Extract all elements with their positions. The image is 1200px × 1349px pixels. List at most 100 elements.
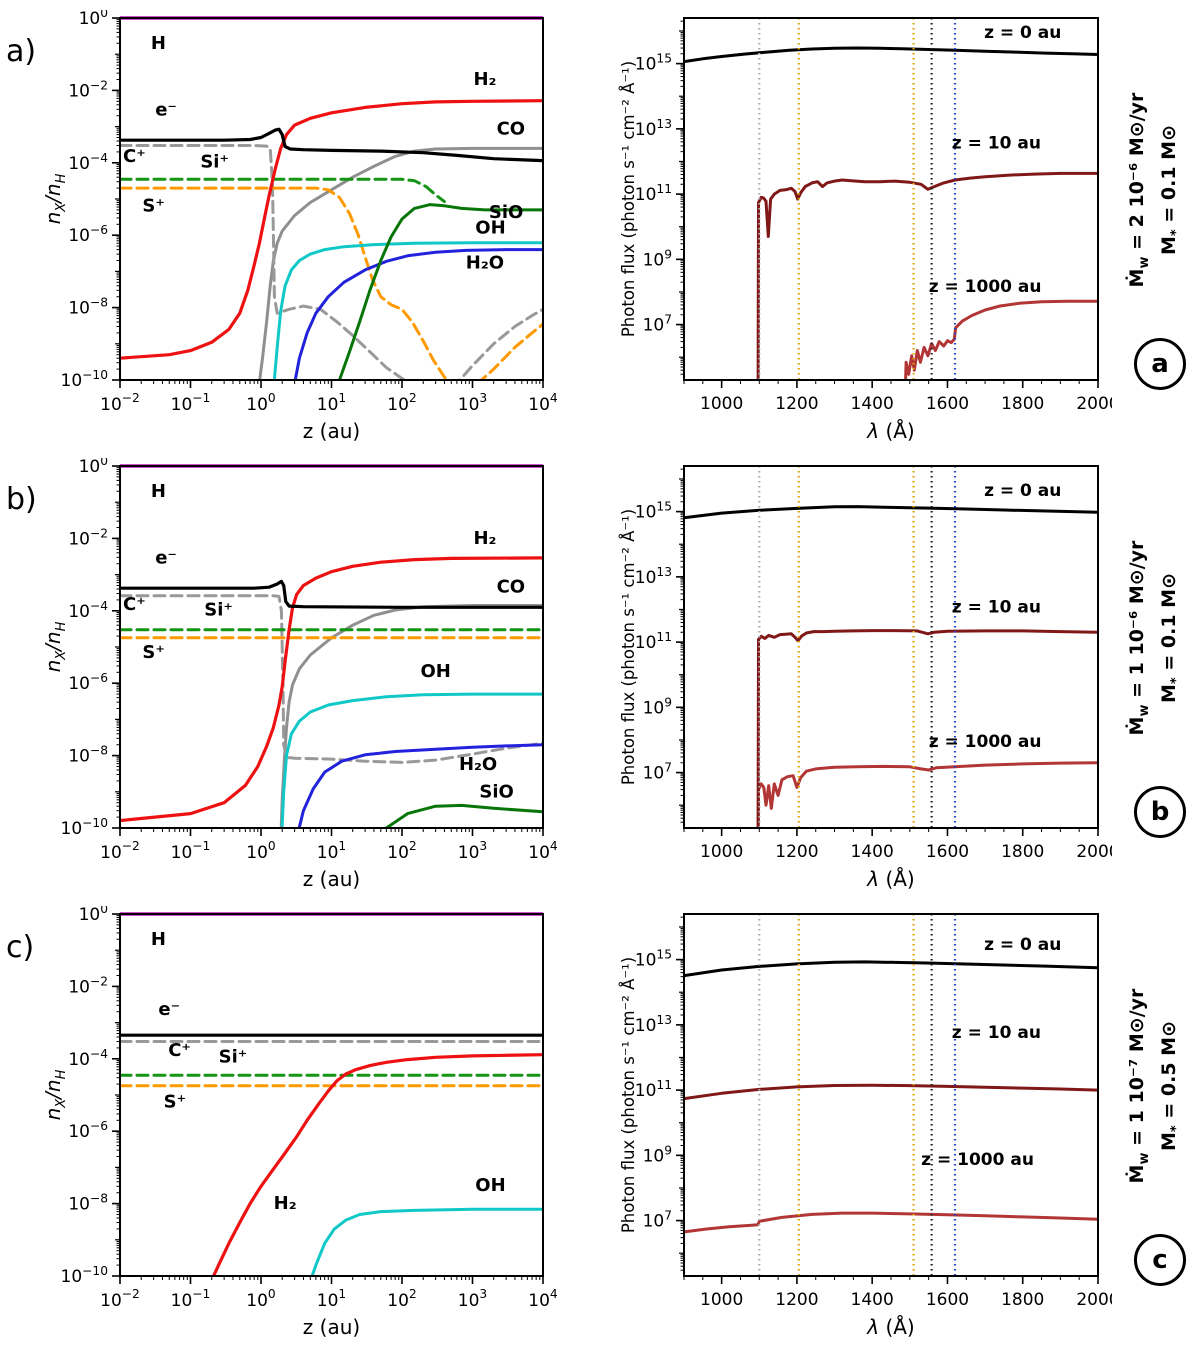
svg-text:10−6: 10−6 — [68, 1119, 108, 1142]
svg-text:100: 100 — [246, 391, 275, 415]
svg-text:109: 109 — [643, 1143, 672, 1166]
panel-label-b: b) — [6, 482, 37, 517]
svg-text:CO: CO — [497, 577, 526, 598]
svg-text:100: 100 — [79, 10, 108, 29]
wind-parameters-c: Ṁw = 1 10⁻⁷ M⊙/yr M* = 0.5 M⊙ — [1118, 906, 1196, 1266]
svg-text:e⁻: e⁻ — [155, 100, 177, 121]
svg-text:z (au): z (au) — [303, 419, 360, 443]
svg-text:z (au): z (au) — [303, 1315, 360, 1339]
panel-badge-c: c — [1134, 1234, 1186, 1286]
svg-text:102: 102 — [387, 839, 416, 863]
svg-text:2000: 2000 — [1076, 394, 1112, 414]
svg-text:100: 100 — [79, 906, 108, 925]
svg-text:1013: 1013 — [635, 565, 672, 588]
svg-text:nX/nH: nX/nH — [42, 621, 69, 672]
svg-text:CO: CO — [497, 119, 526, 140]
svg-text:101: 101 — [317, 1287, 346, 1311]
abundance-chart-a: 10−2 10−1 100 101 102 103 104 10−10 10−8 10−6 10−4… — [42, 10, 557, 443]
svg-text:λ (Å): λ (Å) — [866, 867, 915, 891]
mstar-annotation: M* = 0.1 M⊙ — [1158, 573, 1184, 703]
svg-text:1200: 1200 — [775, 394, 818, 414]
svg-text:10−1: 10−1 — [171, 391, 211, 415]
spectrum-chart-c: 1000 1200 1400 1600 1800 2000 107 109 1011 1013 10… — [619, 913, 1112, 1339]
wind-parameters-a: Ṁw = 2 10⁻⁶ M⊙/yr M* = 0.1 M⊙ — [1118, 10, 1196, 370]
svg-text:100: 100 — [79, 458, 108, 477]
svg-text:OH: OH — [475, 1175, 505, 1196]
svg-text:z (au): z (au) — [303, 867, 360, 891]
svg-text:104: 104 — [528, 391, 557, 415]
annotation-column-c: Ṁw = 1 10⁻⁷ M⊙/yr M* = 0.5 M⊙ c — [1118, 906, 1200, 1346]
svg-text:z = 1000 au: z = 1000 au — [929, 277, 1042, 297]
svg-text:1015: 1015 — [635, 52, 672, 75]
svg-text:S⁺: S⁺ — [164, 1092, 186, 1113]
svg-text:1800: 1800 — [1001, 1290, 1044, 1310]
annotation-column-a: Ṁw = 2 10⁻⁶ M⊙/yr M* = 0.1 M⊙ a — [1118, 10, 1200, 450]
svg-text:H₂O: H₂O — [459, 754, 497, 775]
svg-text:103: 103 — [458, 391, 487, 415]
svg-text:102: 102 — [387, 1287, 416, 1311]
svg-text:e⁻: e⁻ — [158, 999, 180, 1020]
svg-text:C⁺: C⁺ — [123, 146, 146, 167]
svg-text:Si⁺: Si⁺ — [200, 151, 229, 172]
panel-row-c: c) 10−2 10−1 100 101 102 103 104 10−10 10−8 10−6 1… — [0, 906, 1200, 1346]
svg-text:1800: 1800 — [1001, 842, 1044, 862]
svg-text:1013: 1013 — [635, 1013, 672, 1036]
abundance-chart-c: 10−2 10−1 100 101 102 103 104 10−10 10−8 10−6 10−4… — [42, 906, 557, 1339]
svg-text:1400: 1400 — [851, 1290, 894, 1310]
svg-text:H₂: H₂ — [473, 528, 496, 549]
mstar-annotation: M* = 0.5 M⊙ — [1158, 1021, 1184, 1151]
svg-text:H₂: H₂ — [274, 1193, 297, 1214]
svg-text:1400: 1400 — [851, 394, 894, 414]
mdot-annotation: Ṁw = 1 10⁻⁶ M⊙/yr — [1126, 540, 1152, 736]
svg-text:1011: 1011 — [635, 182, 672, 205]
mdot-annotation: Ṁw = 1 10⁻⁷ M⊙/yr — [1126, 988, 1152, 1184]
panel-row-a: a) 10−2 10−1 100 101 102 103 104 10−10 10−8 10−6 1… — [0, 10, 1200, 450]
svg-text:nX/nH: nX/nH — [42, 1069, 69, 1120]
svg-text:102: 102 — [387, 391, 416, 415]
svg-text:Si⁺: Si⁺ — [204, 599, 233, 620]
svg-text:Photon flux (photon s⁻¹ cm⁻² Å: Photon flux (photon s⁻¹ cm⁻² Å⁻¹) — [619, 957, 638, 1233]
svg-text:C⁺: C⁺ — [168, 1040, 191, 1061]
svg-text:107: 107 — [643, 313, 672, 336]
svg-text:1015: 1015 — [635, 948, 672, 971]
annotation-column-b: Ṁw = 1 10⁻⁶ M⊙/yr M* = 0.1 M⊙ b — [1118, 458, 1200, 898]
svg-text:10−8: 10−8 — [68, 296, 108, 319]
svg-text:1600: 1600 — [926, 1290, 969, 1310]
svg-text:z = 1000 au: z = 1000 au — [929, 732, 1042, 752]
svg-text:z = 1000 au: z = 1000 au — [921, 1150, 1034, 1170]
panel-row-b: b) 10−2 10−1 100 101 102 103 104 10−10 10−8 10−6 1… — [0, 458, 1200, 898]
svg-text:101: 101 — [317, 391, 346, 415]
svg-text:SiO: SiO — [489, 202, 523, 223]
mstar-annotation: M* = 0.1 M⊙ — [1158, 125, 1184, 255]
svg-text:10−6: 10−6 — [68, 671, 108, 694]
panel-label-c: c) — [6, 930, 35, 965]
svg-text:107: 107 — [643, 761, 672, 784]
svg-text:SiO: SiO — [479, 781, 513, 802]
svg-text:Photon flux (photon s⁻¹ cm⁻² Å: Photon flux (photon s⁻¹ cm⁻² Å⁻¹) — [619, 61, 638, 337]
svg-text:Si⁺: Si⁺ — [219, 1046, 248, 1067]
svg-text:nX/nH: nX/nH — [42, 173, 69, 224]
svg-text:10−4: 10−4 — [68, 151, 108, 174]
svg-text:z = 0 au: z = 0 au — [984, 481, 1061, 501]
svg-text:1800: 1800 — [1001, 394, 1044, 414]
svg-text:H₂O: H₂O — [466, 253, 504, 274]
svg-text:10−2: 10−2 — [68, 974, 108, 997]
svg-text:101: 101 — [317, 839, 346, 863]
svg-text:1600: 1600 — [926, 842, 969, 862]
svg-text:H: H — [151, 33, 166, 54]
svg-text:10−2: 10−2 — [68, 526, 108, 549]
spectrum-chart-a: 1000 1200 1400 1600 1800 2000 107 109 1011 1013 10… — [619, 17, 1112, 443]
svg-text:10−2: 10−2 — [68, 78, 108, 101]
svg-text:H₂: H₂ — [473, 69, 496, 90]
svg-text:10−8: 10−8 — [68, 1192, 108, 1215]
svg-text:2000: 2000 — [1076, 842, 1112, 862]
panel-badge-b: b — [1134, 786, 1186, 838]
svg-text:z = 0 au: z = 0 au — [984, 23, 1061, 43]
svg-text:z = 10 au: z = 10 au — [952, 598, 1041, 618]
svg-text:103: 103 — [458, 1287, 487, 1311]
svg-text:100: 100 — [246, 839, 275, 863]
panel-badge-a: a — [1134, 338, 1186, 390]
svg-text:1011: 1011 — [635, 630, 672, 653]
svg-text:10−10: 10−10 — [61, 368, 108, 391]
